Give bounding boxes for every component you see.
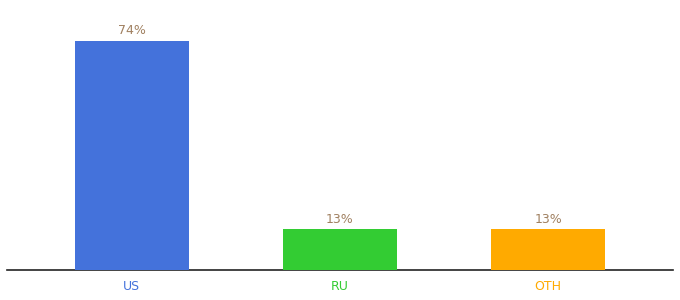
Text: 13%: 13% [534, 213, 562, 226]
Bar [283, 230, 397, 270]
Text: 13%: 13% [326, 213, 354, 226]
Bar [491, 230, 605, 270]
Bar [75, 41, 189, 270]
Text: 74%: 74% [118, 24, 146, 37]
